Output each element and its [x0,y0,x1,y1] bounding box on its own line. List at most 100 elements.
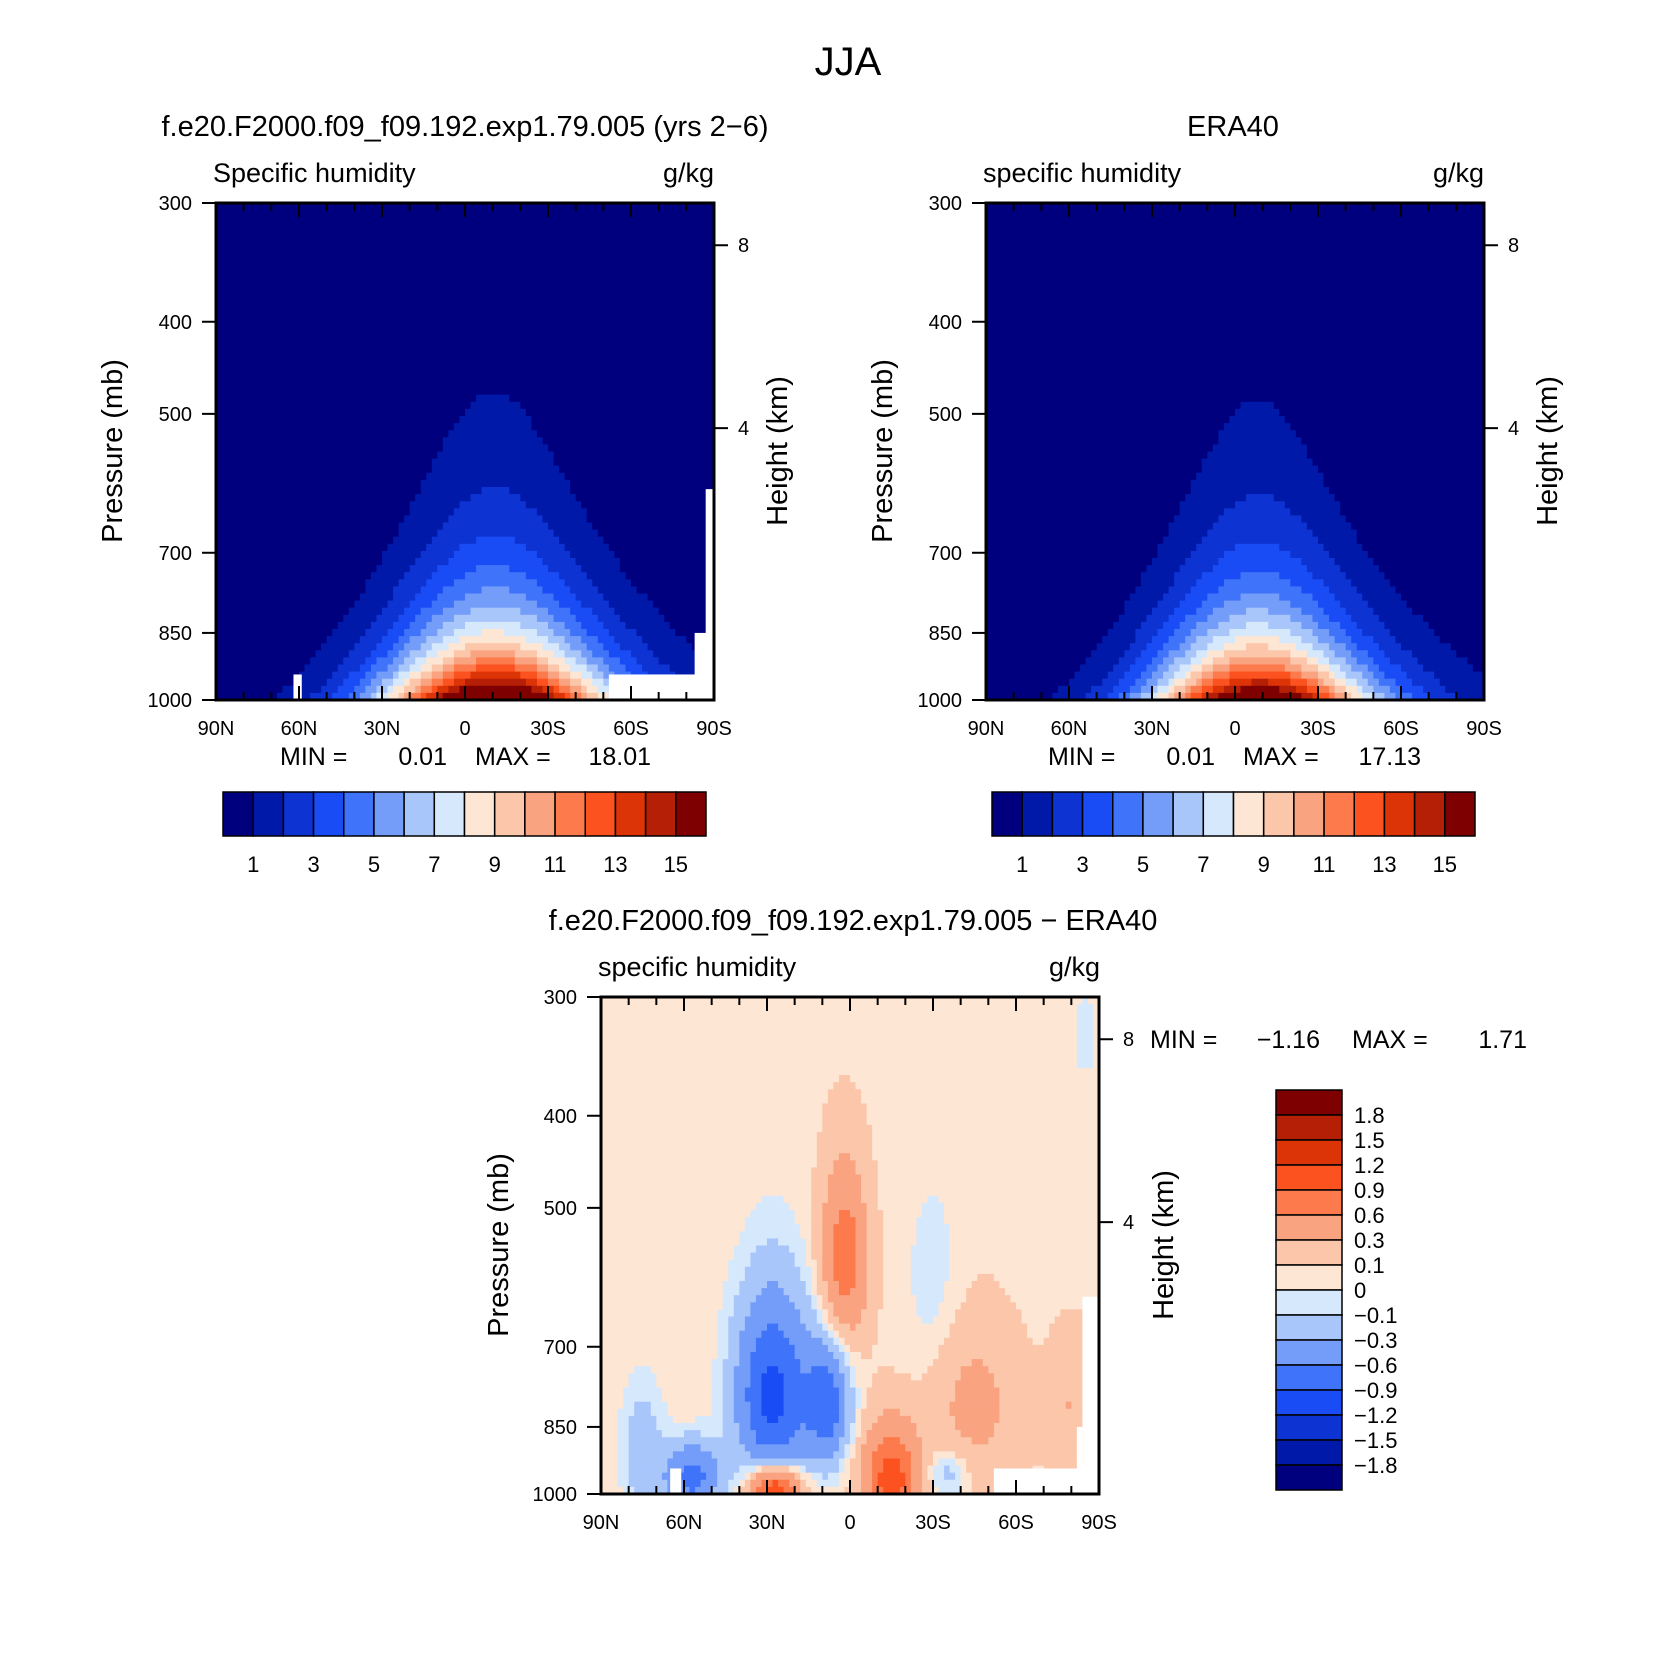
heat-cell [1456,692,1485,701]
heat-cell [601,1231,740,1239]
heat-cell [1246,494,1275,502]
heat-cell [448,558,544,566]
colorbar-label: 1.2 [1354,1153,1385,1178]
heat-cell [986,224,1485,232]
colorbar: 1.81.51.20.90.60.30.10−0.1−0.3−0.6−0.9−1… [1275,1089,1397,1491]
heat-cell [514,536,560,545]
y-tick-label: 700 [544,1337,577,1359]
heat-cell [601,1046,1078,1055]
heat-cell [883,1252,912,1261]
heat-cell [986,643,1098,651]
heat-cell [476,536,516,545]
heat-cell [393,643,405,651]
heat-cell [586,629,610,637]
colorbar-label: 5 [1137,852,1149,877]
heat-cell [844,1387,857,1396]
heat-cell [855,1231,868,1239]
heat-cell [570,671,582,680]
heat-cell [733,1245,757,1254]
heat-cell [503,629,538,637]
heat-cell [1284,416,1485,424]
heat-cell [855,1408,862,1417]
heat-cell [398,522,444,531]
heat-cell [927,1465,934,1474]
heat-cell [442,671,455,680]
heat-cell [783,1408,840,1417]
heat-cell [453,664,477,673]
heat-cell [1212,607,1247,616]
heat-cell [971,1359,984,1367]
heat-cell [1340,565,1380,573]
heat-cell [827,1330,834,1339]
heat-cell [877,1330,951,1339]
min-max-stats: MIN = −1.16 MAX = 1.71 [1150,1026,1527,1054]
heat-cell [1082,997,1089,1005]
heat-cell [811,1238,823,1247]
heat-cell [883,1273,912,1282]
heat-cell [1279,572,1314,580]
heat-cell [1318,465,1485,474]
heat-cell [1384,692,1397,701]
heat-cell [216,416,461,424]
heat-cell [409,600,433,609]
heat-cell [559,643,571,651]
y-tick-label: 850 [929,623,962,645]
heat-cell [695,1486,713,1495]
heat-cell [601,1309,718,1318]
heat-cell [448,643,466,651]
colorbar-label: 1 [1016,852,1028,877]
heat-cell [564,543,610,552]
heat-cell [453,600,538,609]
heat-cell [581,685,588,694]
heat-cell [1196,636,1214,644]
heat-cell [216,274,715,282]
heat-cell [855,1238,868,1247]
heat-cell [601,1131,818,1140]
heat-cell [548,692,555,701]
colorbar-label: 9 [489,852,501,877]
heat-cell [986,586,1136,595]
heat-cell [986,494,1186,502]
heat-cell [420,692,427,701]
heat-cell [617,1479,630,1488]
heat-cell [811,1330,829,1339]
heat-cell [531,685,544,694]
heat-cell [1351,650,1369,658]
max-value: 18.01 [588,743,651,771]
heat-cell [1318,671,1330,680]
heat-cell [420,678,433,687]
heat-cell [1351,579,1391,587]
heat-cell [437,593,466,602]
heat-cell [1318,636,1336,644]
heat-cell [1107,671,1125,680]
heat-cell [750,1486,757,1495]
heat-cell [1016,1302,1100,1310]
heat-cell [921,1316,934,1325]
heat-cell [647,643,693,651]
colorbar-label: 1.8 [1354,1103,1385,1128]
heat-cell [586,643,604,651]
heat-cell [216,565,378,573]
heat-cell [986,345,1485,353]
heat-cell [728,1259,751,1268]
heat-cell [921,1472,929,1481]
heat-cell [822,1302,834,1310]
x-tick-label: 90N [968,718,1005,740]
heat-cell [1268,678,1291,687]
colorbar-box [1275,1264,1343,1291]
heat-cell [811,1486,846,1495]
heat-cell [1207,451,1308,460]
heat-cell [1207,643,1225,651]
colorbar-label: 0.9 [1354,1178,1385,1203]
heat-cell [794,1259,807,1268]
heat-cell [365,586,394,595]
heat-cell [827,1195,862,1204]
heat-cell [1168,650,1186,658]
heat-cell [1207,529,1314,538]
heat-cell [717,1458,840,1467]
heat-cell [838,1479,851,1488]
heat-cell [855,1401,862,1410]
y-axis-label: Pressure (mb) [97,359,129,543]
heat-cell [822,1295,829,1303]
heat-cell [1174,572,1203,580]
